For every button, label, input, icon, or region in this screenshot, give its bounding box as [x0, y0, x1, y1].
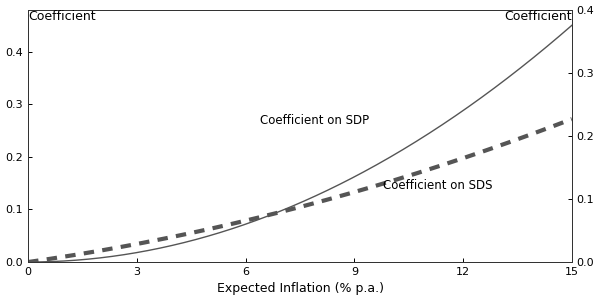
- Text: Coefficient on SDS: Coefficient on SDS: [383, 179, 493, 192]
- Text: Coefficient on SDP: Coefficient on SDP: [260, 113, 369, 126]
- X-axis label: Expected Inflation (% p.a.): Expected Inflation (% p.a.): [217, 282, 383, 296]
- Text: Coefficient: Coefficient: [504, 10, 572, 23]
- Text: Coefficient: Coefficient: [28, 10, 96, 23]
